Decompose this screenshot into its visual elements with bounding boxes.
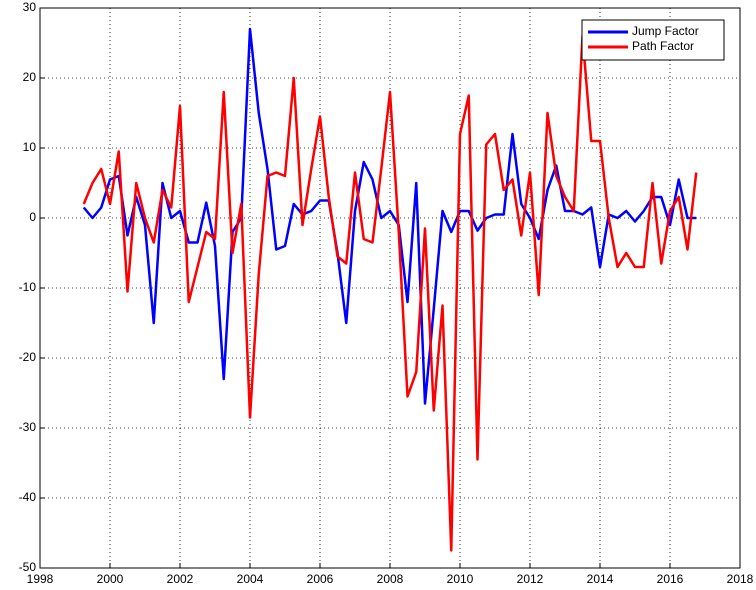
line-series bbox=[82, 34, 698, 552]
y-tick-label: -50 bbox=[19, 560, 37, 574]
y-tick-label: -20 bbox=[19, 350, 37, 364]
x-tick-label: 2008 bbox=[377, 572, 404, 586]
legend-label: Path Factor bbox=[632, 39, 694, 53]
x-tick-label: 2016 bbox=[657, 572, 684, 586]
x-tick-label: 2000 bbox=[97, 572, 124, 586]
legend-box bbox=[581, 19, 725, 61]
y-tick-label: -40 bbox=[19, 490, 37, 504]
y-tick-label: 20 bbox=[23, 70, 37, 84]
x-tick-label: 2004 bbox=[237, 572, 264, 586]
x-tick-label: 1998 bbox=[27, 572, 54, 586]
x-tick-label: 2002 bbox=[167, 572, 194, 586]
y-tick-label: -30 bbox=[19, 420, 37, 434]
x-tick-label: 2006 bbox=[307, 572, 334, 586]
y-tick-label: 0 bbox=[29, 210, 36, 224]
y-tick-label: -10 bbox=[19, 280, 37, 294]
plot-frame bbox=[39, 7, 741, 569]
y-tick-label: 30 bbox=[23, 0, 37, 14]
legend-label: Jump Factor bbox=[632, 24, 699, 38]
x-tick-label: 2012 bbox=[517, 572, 544, 586]
x-tick-label: 2018 bbox=[727, 572, 754, 586]
x-tick-label: 2014 bbox=[587, 572, 614, 586]
x-tick-label: 2010 bbox=[447, 572, 474, 586]
y-tick-label: 10 bbox=[23, 140, 37, 154]
